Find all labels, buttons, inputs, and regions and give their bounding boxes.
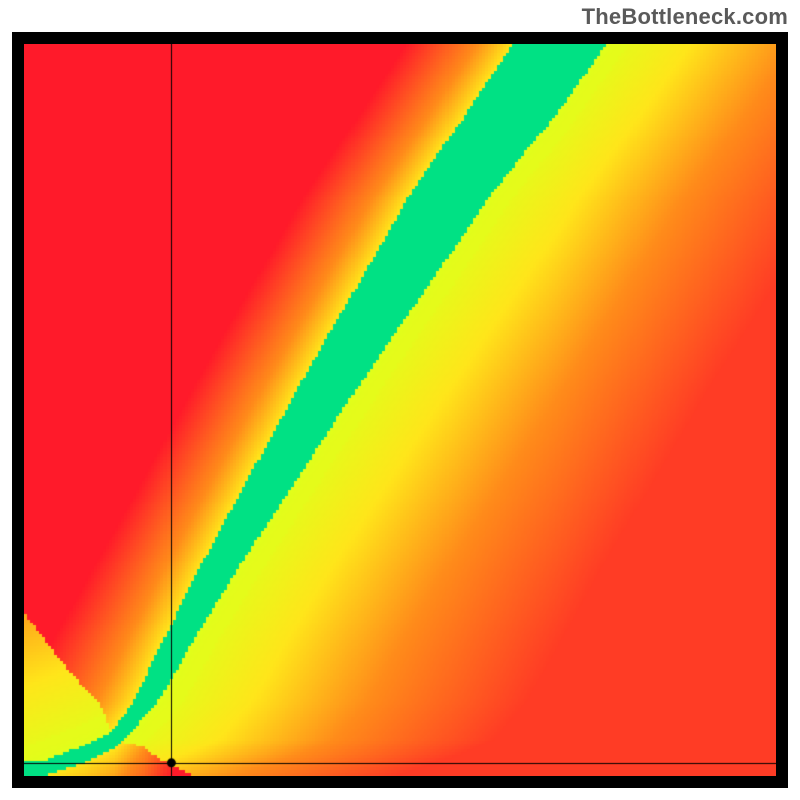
plot-black-frame	[12, 32, 788, 788]
crosshair-overlay	[24, 44, 776, 776]
watermark-text: TheBottleneck.com	[582, 4, 788, 30]
chart-container: TheBottleneck.com	[0, 0, 800, 800]
